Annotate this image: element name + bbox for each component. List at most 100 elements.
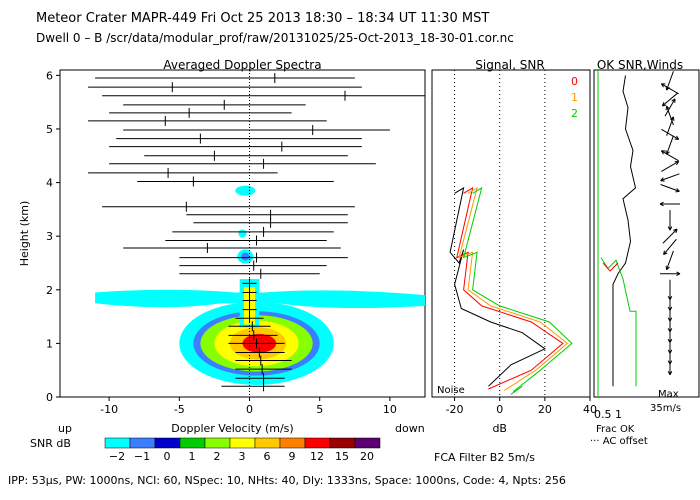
- colorbar-swatch-9: [329, 437, 356, 449]
- colorbar-tick-3: 1: [189, 450, 196, 463]
- wind-arrowhead-4: [665, 105, 670, 111]
- colorbar-up-label: up: [58, 422, 72, 435]
- snr-series-green: [462, 186, 573, 392]
- wind-arrowhead-8: [660, 150, 666, 155]
- spectra-frame: [59, 69, 426, 398]
- spectra-echo-4km: [235, 185, 256, 196]
- wind-arrowhead-13: [667, 226, 673, 231]
- colorbar-tick-7: 9: [289, 450, 296, 463]
- snr-title: Signal, SNR: [475, 58, 544, 72]
- wind-arrowhead-17: [676, 271, 681, 276]
- wind-vector-9: [661, 161, 679, 172]
- fca-filter-label: FCA Filter B2 5m/s: [434, 451, 535, 464]
- snr-frame: [431, 69, 591, 398]
- snr-xtick-label-20: 20: [538, 403, 552, 416]
- colorbar-tick-0: −2: [109, 450, 125, 463]
- winds-flag-0: 0: [571, 75, 578, 88]
- wind-vector-14: [662, 228, 678, 244]
- wind-vector-10: [660, 173, 680, 182]
- wind-vector-7: [666, 135, 674, 155]
- colorbar-swatch-3: [179, 437, 206, 449]
- wind-arrowhead-1: [660, 83, 666, 88]
- chart-header-file: Dwell 0 – B /scr/data/modular_prof/raw/2…: [36, 31, 514, 45]
- wind-vector-16: [666, 250, 674, 270]
- wind-arrowhead-2: [661, 102, 667, 107]
- winds-xtick-labels: 0.5 1: [594, 408, 622, 421]
- colorbar-swatch-5: [229, 437, 256, 449]
- snr-xtick-label--20: -20: [446, 403, 464, 416]
- winds-green-profile: [600, 257, 637, 387]
- spectra-ytick-label-5: 5: [46, 123, 53, 136]
- wind-vector-8: [661, 150, 679, 162]
- spectra-heatmap: [95, 185, 425, 385]
- colorbar-swatch-4: [204, 437, 231, 449]
- winds-frame: [593, 69, 700, 398]
- snr-xtick-label-40: 40: [583, 403, 597, 416]
- colorbar-swatch-10: [354, 437, 381, 449]
- snr-noise-label: Noise: [437, 385, 465, 396]
- spectra-xtick-label-10: 10: [383, 403, 397, 416]
- spectra-xtick-label-5: 5: [316, 403, 323, 416]
- snr-series-green-x: [510, 385, 523, 395]
- wind-arrowhead-6: [674, 135, 680, 140]
- colorbar-swatch-6: [254, 437, 281, 449]
- colorbar-tick-5: 3: [239, 450, 246, 463]
- colorbar-tick-2: 0: [164, 450, 171, 463]
- spectra-band-low: [95, 289, 425, 309]
- wind-vector-15: [663, 238, 677, 255]
- colorbar-swatch-7: [279, 437, 306, 449]
- wind-vector-2: [662, 92, 678, 107]
- winds-max-value: 35m/s: [650, 403, 681, 414]
- spectra-echo-2km6-core: [241, 252, 250, 261]
- spectra-xtick-label--10: -10: [100, 403, 118, 416]
- spectra-ytick-label-4: 4: [46, 177, 53, 190]
- spectra-xtick-label--5: -5: [174, 403, 185, 416]
- snr-series-orange: [458, 186, 569, 392]
- winds-max-label: Max: [658, 389, 679, 400]
- wind-vector-4: [666, 105, 674, 126]
- spectra-ytick-label-2: 2: [46, 284, 53, 297]
- wind-arrowhead-15: [663, 250, 668, 256]
- spectra-xlabel: Doppler Velocity (m/s): [171, 422, 293, 435]
- radar-params: IPP: 53μs, PW: 1000ns, NCI: 60, NSpec: 1…: [8, 474, 566, 487]
- spectra-ytick-label-3: 3: [46, 230, 53, 243]
- wind-arrowhead-14: [673, 228, 678, 234]
- wind-vector-11: [660, 184, 680, 192]
- spectra-xtick-label-0: 0: [246, 403, 253, 416]
- winds-flag-2: 2: [571, 107, 578, 120]
- wind-arrowhead-25: [667, 371, 673, 376]
- wind-arrowhead-12: [659, 201, 664, 207]
- winds-red-profile: [602, 262, 619, 272]
- snr-xlabel: dB: [492, 422, 507, 435]
- wind-vector-6: [661, 128, 679, 140]
- snr-series-red: [456, 186, 564, 390]
- winds-acoffset-label: ··· AC offset: [590, 436, 648, 447]
- spectra-ylabel: Height (km): [18, 201, 31, 267]
- spectra-ytick-label-1: 1: [46, 337, 53, 350]
- wind-arrowhead-9: [674, 160, 680, 166]
- wind-arrowhead-16: [665, 265, 670, 271]
- spectra-echo-3km: [238, 229, 247, 238]
- colorbar-tick-9: 15: [335, 450, 349, 463]
- wind-arrowhead-10: [660, 177, 665, 182]
- colorbar-tick-1: −1: [134, 450, 150, 463]
- winds-flag-1: 1: [571, 91, 578, 104]
- wind-vector-1: [661, 83, 679, 95]
- snr-xtick-label-0: 0: [496, 403, 503, 416]
- winds-title: OK SNR,Winds: [597, 58, 683, 72]
- spectra-title: Averaged Doppler Spectra: [163, 58, 321, 72]
- colorbar-tick-6: 6: [264, 450, 271, 463]
- colorbar-tick-8: 12: [310, 450, 324, 463]
- colorbar-down-label: down: [395, 422, 425, 435]
- chart-header-title: Meteor Crater MAPR-449 Fri Oct 25 2013 1…: [36, 11, 490, 26]
- wind-vector-3: [664, 98, 676, 117]
- colorbar-swatch-0: [104, 437, 131, 449]
- colorbar-tick-4: 2: [214, 450, 221, 463]
- colorbar-swatch-2: [154, 437, 181, 449]
- wind-arrowhead-11: [675, 188, 680, 193]
- spectra-ytick-label-0: 0: [46, 391, 53, 404]
- spectra-ytick-label-6: 6: [46, 69, 53, 82]
- winds-fracok-line: [612, 75, 637, 387]
- winds-fracok-label: Frac OK: [596, 424, 635, 435]
